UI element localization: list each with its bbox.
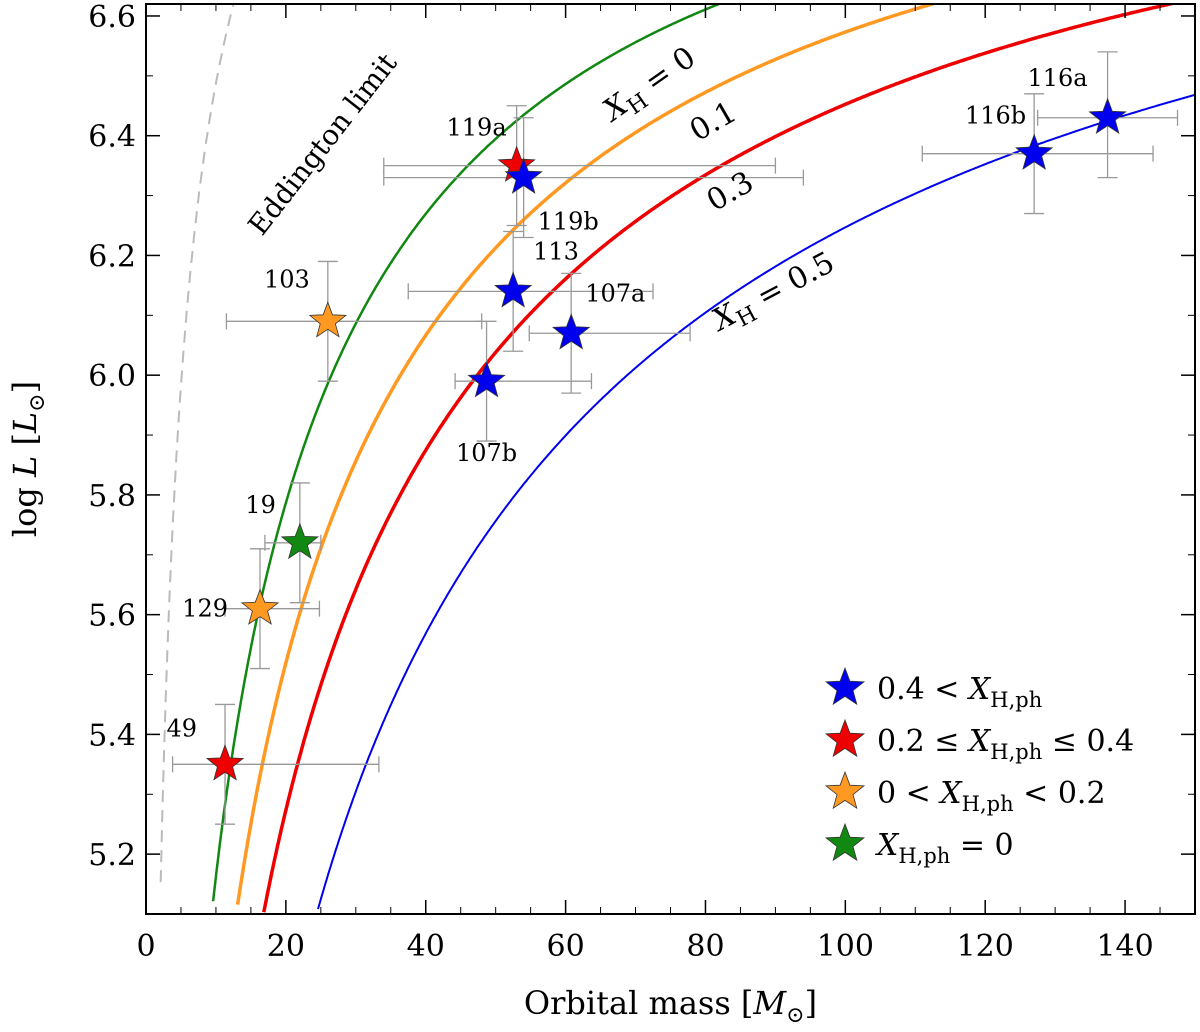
curves-layer — [159, 4, 1195, 913]
y-tick-label-6.4: 6.4 — [88, 120, 136, 155]
point-label-107a: 107a — [585, 279, 645, 307]
star-marker-103 — [308, 301, 347, 338]
curve-xh-0.5 — [317, 93, 1195, 910]
y-tick-label-6.2: 6.2 — [88, 239, 136, 274]
curve-label-0.1: 0.1 — [684, 95, 743, 149]
star-marker-19 — [280, 522, 319, 560]
x-tick-label-40: 40 — [407, 929, 445, 964]
star-marker-116a — [1088, 97, 1127, 135]
legend: 0.4 < XH,ph​ 0.2 ≤ XH,ph ≤ 0.4 0 < XH,ph <… — [824, 666, 1134, 868]
x-tick-label-0: 0 — [136, 929, 155, 964]
curve-xh-0 — [211, 4, 723, 902]
point-label-103: 103 — [264, 265, 310, 293]
point-label-119b: 119b — [538, 208, 599, 236]
point-label-113: 113 — [533, 237, 579, 265]
curve-xh-0.1 — [235, 4, 939, 905]
legend-star-blue — [824, 666, 866, 706]
y-tick-label-5.6: 5.6 — [88, 599, 136, 634]
y-tick-label-5.4: 5.4 — [88, 718, 136, 753]
star-marker-119b — [504, 157, 543, 194]
y-tick-label-5.8: 5.8 — [88, 479, 136, 514]
x-axis-label: Orbital mass [M⊙] — [524, 984, 817, 1028]
point-label-119a: 119a — [447, 114, 507, 142]
y-tick-label-6: 6.0 — [88, 359, 136, 394]
star-marker-113 — [494, 271, 533, 308]
x-tick-label-100: 100 — [817, 929, 874, 964]
x-tick-label-80: 80 — [686, 929, 724, 964]
legend-entry-red: 0.2 ≤ XH,ph ≤ 0.4 — [877, 724, 1134, 764]
x-tick-label-140: 140 — [1096, 929, 1153, 964]
point-label-19: 19 — [245, 491, 276, 519]
star-marker-107a — [552, 313, 591, 350]
point-label-107b: 107b — [456, 439, 517, 467]
legend-star-red — [824, 718, 866, 758]
star-marker-107b — [467, 361, 506, 398]
points-layer — [205, 97, 1127, 781]
curve-label-eddington: Eddington limit — [242, 46, 404, 241]
legend-entry-green: XH,ph = 0 — [875, 828, 1014, 868]
star-marker-116b — [1015, 133, 1054, 170]
y-tick-label-5.2: 5.2 — [88, 838, 136, 873]
curve-labels-layer: Eddington limit XH = 00.10.3XH = 0.5 — [242, 40, 843, 343]
legend-star-orange — [824, 770, 866, 810]
legend-star-green — [824, 822, 866, 862]
point-label-49: 49 — [166, 714, 197, 742]
x-tick-label-60: 60 — [547, 929, 585, 964]
point-label-116b: 116b — [965, 102, 1026, 130]
curve-xh-0.3 — [262, 4, 1178, 913]
y-tick-label-6.6: 6.6 — [88, 0, 136, 35]
star-marker-129 — [240, 588, 280, 625]
legend-entry-blue: 0.4 < XH,ph​ — [877, 672, 1042, 712]
point-label-129: 129 — [182, 595, 228, 623]
axes-layer: 0 20 40 60 80 100 120 140 5.2 5.4 5.6 5.8 6.0 6.2 6.4 6… — [6, 0, 1196, 1028]
y-axis-label: log L [L⊙] — [6, 381, 50, 537]
star-marker-49 — [205, 744, 245, 781]
x-tick-label-20: 20 — [267, 929, 305, 964]
legend-entry-orange: 0 < XH,ph < 0.2 — [877, 776, 1106, 816]
curve-label-xh0.5: XH = 0.5 — [705, 245, 843, 343]
x-tick-label-120: 120 — [957, 929, 1014, 964]
point-label-116a: 116a — [1027, 64, 1087, 92]
